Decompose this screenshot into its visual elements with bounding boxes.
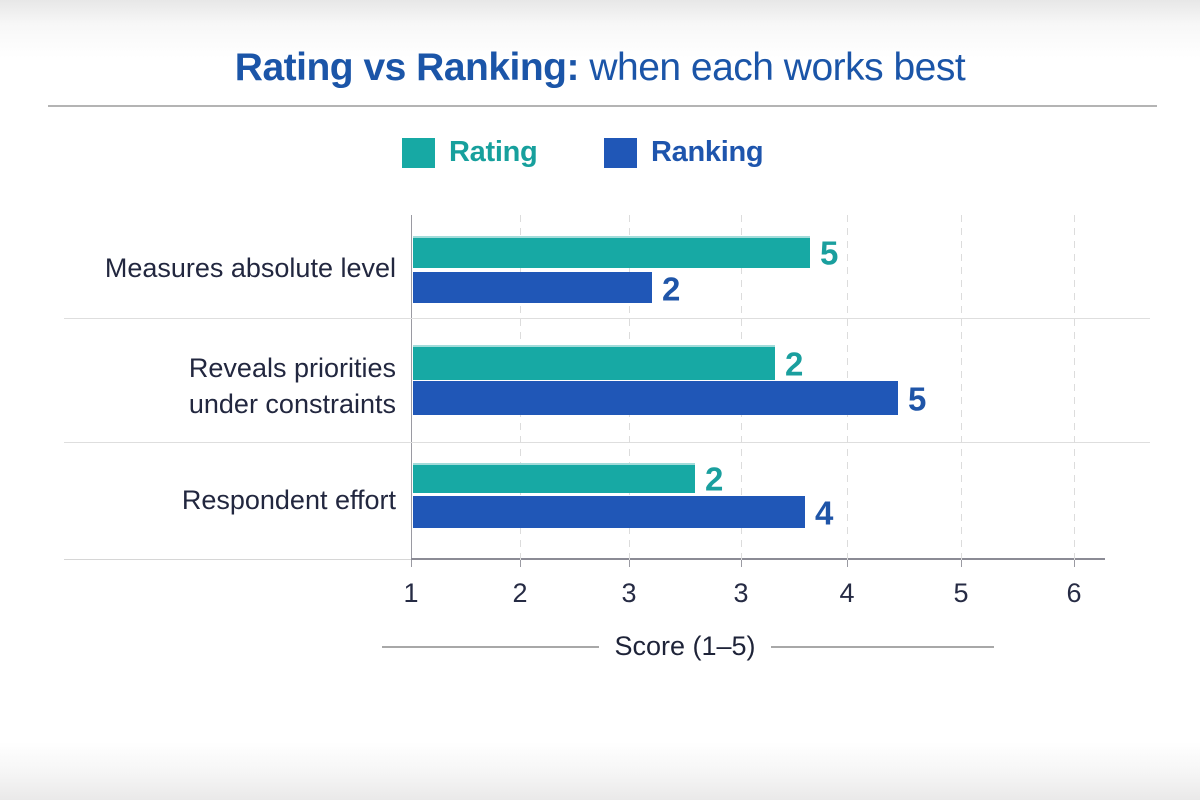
x-tick-label: 3: [621, 578, 637, 608]
value-label-ranking-row2: 5: [908, 380, 927, 418]
category-label: Reveals priorities under constraints: [188, 353, 396, 419]
bar-rating-row3: [413, 463, 695, 493]
bar-rating-row2: [413, 345, 775, 380]
category-label: Respondent effort: [181, 485, 396, 515]
category-label: Measures absolute level: [104, 253, 396, 283]
legend-item-rating: Rating: [402, 136, 538, 169]
x-tick-label: 5: [953, 578, 969, 608]
x-tick-label: 3: [733, 578, 749, 608]
x-tick-label: 1: [403, 578, 419, 608]
row-separator: [64, 442, 1150, 443]
gridline: [961, 215, 962, 560]
value-label-ranking-row1: 2: [662, 270, 681, 307]
value-label-ranking-row3: 4: [815, 494, 834, 532]
x-tick-mark: [741, 560, 742, 567]
x-tick-label: 6: [1066, 578, 1082, 608]
y-axis-line: [411, 215, 412, 560]
x-tick-mark: [520, 560, 521, 567]
chart-title-strong: Rating vs Ranking:: [234, 46, 580, 89]
bar-ranking-row3: [413, 496, 805, 528]
title-divider: [48, 105, 1157, 107]
value-label-rating-row2: 2: [785, 345, 804, 382]
x-tick-mark: [629, 560, 630, 567]
bar-ranking-row2: [413, 381, 898, 415]
x-tick-label: 2: [512, 578, 528, 608]
legend-item-ranking: Ranking: [604, 136, 764, 169]
chart-title-rest: when each works best: [579, 46, 966, 89]
caption-rule-left: [382, 646, 599, 648]
x-tick-label: 4: [839, 578, 855, 608]
rating-swatch-icon: [402, 137, 435, 168]
chart-title: Rating vs Ranking: when each works best: [0, 46, 1200, 90]
x-axis-baseline-extension: [64, 559, 411, 560]
x-tick-mark: [1074, 560, 1075, 567]
x-tick-mark: [411, 560, 412, 567]
value-label-rating-row3: 2: [705, 460, 724, 498]
x-axis-line: [411, 558, 1105, 560]
bar-ranking-row1: [413, 272, 652, 303]
x-tick-mark: [961, 560, 962, 567]
row-separator: [64, 318, 1150, 319]
gridline: [1074, 215, 1075, 560]
legend-label-ranking: Ranking: [651, 136, 764, 168]
value-label-rating-row1: 5: [820, 234, 839, 272]
bar-rating-row1: [413, 236, 810, 268]
x-tick-mark: [847, 560, 848, 567]
legend-label-rating: Rating: [449, 136, 538, 168]
caption-rule-right: [771, 646, 994, 648]
ranking-swatch-icon: [604, 137, 637, 168]
x-axis-title: Score (1–5): [614, 631, 756, 661]
